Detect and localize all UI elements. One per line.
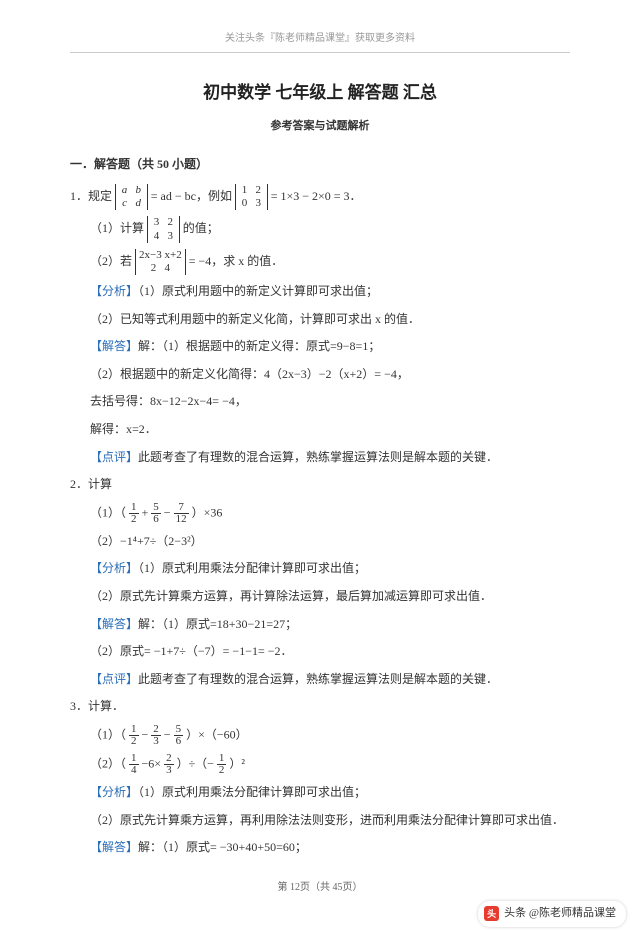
frac-7-12: 712 <box>174 502 189 525</box>
q3-mid2b: ）÷（− <box>177 756 214 770</box>
q2-answer1: 【解答】解：（1）原式=18+30−21=27； <box>70 614 570 636</box>
q1-comment-text: 此题考查了有理数的混合运算，熟练掌握运算法则是解本题的关键． <box>138 450 498 464</box>
main-title: 初中数学 七年级上 解答题 汇总 <box>70 78 570 109</box>
q1-answer1: 【解答】解：（1）根据题中的新定义得：原式=9−8=1； <box>70 336 570 358</box>
q1-p1-prefix: （1）计算 <box>90 221 144 235</box>
frac-1-2: 12 <box>129 502 139 525</box>
frac-5-6: 56 <box>151 502 161 525</box>
frac-1-2b: 12 <box>129 724 139 747</box>
q1-p1-suffix: 的值； <box>183 221 219 235</box>
minus-sign: − <box>164 727 171 741</box>
answer-tag: 【解答】 <box>90 339 138 353</box>
frac-2-3: 23 <box>151 724 161 747</box>
comment-tag: 【点评】 <box>90 450 138 464</box>
sub-title: 参考答案与试题解析 <box>70 117 570 137</box>
q1-answer1-text: 解：（1）根据题中的新定义得：原式=9−8=1； <box>138 339 380 353</box>
analysis-tag: 【分析】 <box>90 785 138 799</box>
q1-answer2: （2）根据题中的新定义化简得：4（2x−3）−2（x+2）= −4， <box>70 364 570 386</box>
q3-answer1-text: 解：（1）原式= −30+40+50=60； <box>138 840 307 854</box>
q2-part1: （1）（ 12 + 56 − 712 ）×36 <box>70 502 570 525</box>
q1-answer3: 去括号得：8x−12−2x−4= −4， <box>70 391 570 413</box>
q1-comment: 【点评】此题考查了有理数的混合运算，熟练掌握运算法则是解本题的关键． <box>70 447 570 469</box>
q1-det-def: a b c d <box>115 184 148 210</box>
q2-analysis2: （2）原式先计算乘方运算，再计算除法运算，最后算加减运算即可求出值． <box>70 586 570 608</box>
q3-part1: （1）（ 12 − 23 − 56 ）×（−60） <box>70 724 570 747</box>
q2-analysis1: 【分析】（1）原式利用乘法分配律计算即可求出值； <box>70 558 570 580</box>
frac-1-2c: 12 <box>217 753 227 776</box>
q1-stem-prefix: 1．规定 <box>70 189 112 203</box>
q3-part2: （2）（ 14 −6× 23 ）÷（− 12 ）² <box>70 753 570 776</box>
minus-sign: − <box>164 505 171 519</box>
q1-stem-mid: = ad − bc，例如 <box>151 189 232 203</box>
q2-part2: （2）−1⁴+7÷（2−3²） <box>70 531 570 553</box>
q1-stem-suffix: = 1×3 − 2×0 = 3． <box>271 189 362 203</box>
analysis-tag: 【分析】 <box>90 284 138 298</box>
q1-det2: 2x−3 x+2 2 4 <box>135 249 186 275</box>
q3-analysis1-text: （1）原式利用乘法分配律计算即可求出值； <box>138 785 366 799</box>
q1-part2: （2）若 2x−3 x+2 2 4 = −4，求 x 的值． <box>70 249 570 275</box>
comment-tag: 【点评】 <box>90 672 138 686</box>
answer-tag: 【解答】 <box>90 617 138 631</box>
q1-analysis2: （2）已知等式利用题中的新定义化简，计算即可求出 x 的值． <box>70 309 570 331</box>
frac-2-3b: 23 <box>164 753 174 776</box>
q2-p1-suffix: ）×36 <box>192 505 223 519</box>
q2-answer1-text: 解：（1）原式=18+30−21=27； <box>138 617 297 631</box>
frac-5-6b: 56 <box>174 724 184 747</box>
q3-answer1: 【解答】解：（1）原式= −30+40+50=60； <box>70 837 570 859</box>
q3-analysis1: 【分析】（1）原式利用乘法分配律计算即可求出值； <box>70 782 570 804</box>
q1-part1: （1）计算 3 2 4 3 的值； <box>70 216 570 242</box>
q1-analysis1: 【分析】（1）原式利用题中的新定义计算即可求出值； <box>70 281 570 303</box>
q2-header: 2．计算 <box>70 474 570 496</box>
page-header: 关注头条『陈老师精品课堂』获取更多资料 <box>70 30 570 53</box>
plus-sign: + <box>142 505 149 519</box>
q3-p1-suffix: ）×（−60） <box>186 727 248 741</box>
q2-p1-prefix: （1）（ <box>90 505 126 519</box>
q2-comment-text: 此题考查了有理数的混合运算，熟练掌握运算法则是解本题的关键． <box>138 672 498 686</box>
answer-tag: 【解答】 <box>90 840 138 854</box>
q1-det1: 3 2 4 3 <box>147 216 180 242</box>
q3-mid2a: −6× <box>142 756 162 770</box>
page-footer: 第 12页（共 45页） <box>70 879 570 897</box>
watermark-text: 头条 @陈老师精品课堂 <box>504 904 616 924</box>
toutiao-logo-icon: 头 <box>484 906 499 921</box>
q3-p2-suffix: ）² <box>229 756 245 770</box>
frac-1-4: 14 <box>129 753 139 776</box>
section-header: 一．解答题（共 50 小题） <box>70 154 570 176</box>
analysis-tag: 【分析】 <box>90 561 138 575</box>
q2-answer2: （2）原式= −1+7÷（−7）= −1−1= −2． <box>70 641 570 663</box>
q3-p1-prefix: （1）（ <box>90 727 126 741</box>
q3-analysis2: （2）原式先计算乘方运算，再利用除法法则变形，进而利用乘法分配律计算即可求出值． <box>70 810 570 832</box>
q1-p2-prefix: （2）若 <box>90 254 132 268</box>
minus-sign: − <box>142 727 149 741</box>
q3-header: 3．计算． <box>70 696 570 718</box>
page-container: 关注头条『陈老师精品课堂』获取更多资料 初中数学 七年级上 解答题 汇总 参考答… <box>0 0 640 937</box>
q3-p2-prefix: （2）（ <box>90 756 126 770</box>
q1-stem: 1．规定 a b c d = ad − bc，例如 1 2 0 3 = 1×3 … <box>70 184 570 210</box>
q1-p2-suffix: = −4，求 x 的值． <box>189 254 284 268</box>
q1-answer4: 解得：x=2． <box>70 419 570 441</box>
q1-det-ex: 1 2 0 3 <box>235 184 268 210</box>
q1-analysis1-text: （1）原式利用题中的新定义计算即可求出值； <box>138 284 378 298</box>
q2-analysis1-text: （1）原式利用乘法分配律计算即可求出值； <box>138 561 366 575</box>
q2-comment: 【点评】此题考查了有理数的混合运算，熟练掌握运算法则是解本题的关键． <box>70 669 570 691</box>
